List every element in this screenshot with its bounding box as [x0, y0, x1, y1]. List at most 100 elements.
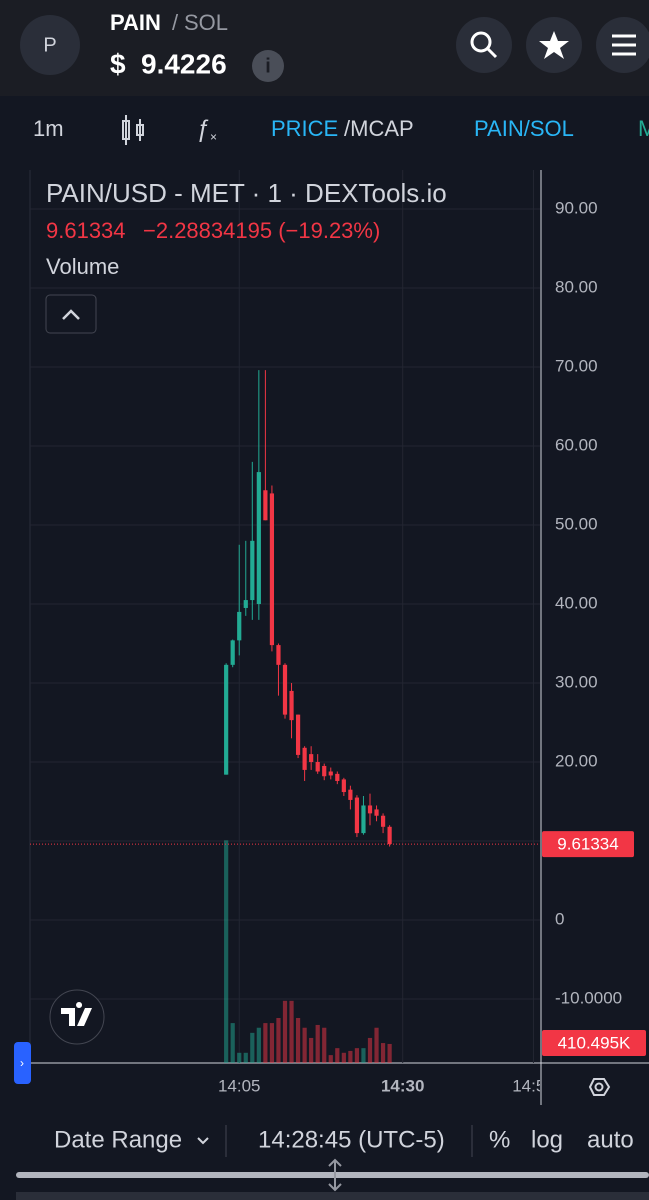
volume-bar: [387, 1043, 392, 1063]
dropdown-icon: [197, 1137, 209, 1145]
volume-bar: [269, 1023, 275, 1063]
volume-bar: [328, 1055, 333, 1063]
x-tick-label: 14:50: [512, 1076, 555, 1095]
more-toggle[interactable]: M: [638, 116, 649, 141]
y-tick-label: 80.00: [555, 278, 598, 297]
volume-bar: [263, 1023, 268, 1063]
token-price: 9.4226: [141, 48, 227, 79]
indicators-button-sub: ×: [210, 130, 217, 144]
volume-legend: Volume: [46, 254, 119, 279]
menu-icon: [612, 34, 636, 56]
volume-bar: [361, 1048, 366, 1063]
bottom-panel: [16, 1192, 649, 1200]
last-price-label: 9.61334: [557, 835, 618, 854]
volume-bar: [341, 1052, 346, 1063]
candle-body: [361, 805, 366, 834]
volume-bar: [289, 1000, 294, 1063]
volume-bar: [348, 1050, 353, 1063]
candle-body: [348, 789, 353, 800]
star-icon: [539, 31, 569, 59]
candle-body: [309, 754, 314, 763]
last-volume-marker: [542, 1030, 646, 1056]
y-tick-label: 0: [555, 909, 564, 928]
chevron-up-icon: [62, 309, 80, 320]
pair-toggle[interactable]: PAIN/SOL: [474, 116, 574, 141]
volume-bar: [230, 1023, 235, 1063]
collapse-legend-button[interactable]: [45, 294, 97, 334]
candle-body: [276, 645, 281, 665]
candle-body: [224, 664, 229, 775]
y-tick-label: -10.0000: [555, 988, 622, 1007]
avatar[interactable]: [20, 15, 80, 75]
volume-bar: [295, 1017, 301, 1063]
volume-bar: [282, 1000, 288, 1063]
side-toggle[interactable]: [14, 1042, 31, 1084]
volume-bar: [276, 1017, 281, 1063]
candle-body: [322, 765, 327, 777]
volume-bar: [380, 1043, 386, 1063]
price-toggle[interactable]: PRICE: [271, 116, 338, 141]
volume-bar: [224, 840, 229, 1063]
candle-body: [295, 714, 301, 755]
x-tick-clip: 14:30: [381, 1076, 424, 1095]
tradingview-logo[interactable]: [49, 989, 105, 1045]
axes: 90.00 80.00 70.00 60.00 50.00 40.00 30.00 20.00…: [218, 199, 646, 1095]
candle-body: [315, 762, 320, 772]
candle-type-button[interactable]: [122, 115, 144, 145]
search-icon: [470, 31, 492, 53]
candle-body: [328, 771, 333, 776]
side-toggle-icon: ›: [20, 1056, 24, 1070]
info-button[interactable]: [252, 50, 284, 82]
volume-bar: [302, 1027, 307, 1063]
mcap-toggle[interactable]: /MCAP: [344, 116, 414, 141]
volume-bar: [315, 1024, 320, 1063]
y-tick-label: 90.00: [555, 199, 598, 218]
x-tick-clip: 14:50: [512, 1076, 555, 1095]
y-tick-label: 20.00: [555, 751, 598, 770]
volume-bar: [256, 1027, 261, 1063]
avatar-letter: P: [43, 34, 56, 56]
tv-logo-mark: [61, 1002, 92, 1026]
search-button[interactable]: [456, 17, 512, 73]
y-tick-label: 30.00: [555, 673, 598, 692]
legend-close: 9.61334: [46, 218, 126, 243]
log-toggle[interactable]: log: [531, 1126, 563, 1153]
volume-bar: [354, 1048, 360, 1063]
volume-bar: [237, 1052, 242, 1063]
clock: 14:28:45 (UTC-5): [258, 1126, 445, 1153]
auto-toggle[interactable]: auto: [587, 1126, 634, 1153]
y-tick-label: 70.00: [555, 357, 598, 376]
candle-body: [367, 805, 373, 814]
legend-change: −2.28834195 (−19.23%): [143, 218, 380, 243]
candle-body: [289, 690, 294, 721]
candle-body: [250, 540, 255, 601]
volume-bar: [250, 1032, 255, 1063]
y-tick-label: 60.00: [555, 436, 598, 455]
quote-token: SOL: [184, 10, 228, 35]
date-range-button[interactable]: Date Range: [54, 1126, 182, 1153]
candle-body: [387, 826, 392, 845]
indicators-button[interactable]: ƒ: [196, 115, 209, 142]
settings-button[interactable]: [588, 1078, 611, 1096]
y-tick-label: 50.00: [555, 515, 598, 534]
resize-bar[interactable]: [16, 1172, 649, 1178]
volume-bar: [243, 1052, 248, 1063]
candle-body: [256, 472, 261, 605]
candle-body: [302, 747, 307, 770]
last-price-marker: [542, 831, 634, 858]
base-token: PAIN: [110, 10, 161, 35]
volume-bar: [309, 1037, 314, 1063]
candle-body: [263, 490, 268, 521]
search-icon: [486, 47, 498, 59]
percent-toggle[interactable]: %: [489, 1126, 510, 1153]
volume-bar: [367, 1037, 373, 1063]
resize-handle: [328, 1158, 342, 1192]
plot: [30, 170, 540, 1063]
x-tick-clip: 14:05: [218, 1076, 261, 1095]
last-volume-label: 410.495K: [558, 1033, 631, 1052]
interval-button[interactable]: 1m: [33, 116, 64, 141]
currency: $: [110, 48, 126, 79]
info-icon: i: [265, 55, 271, 77]
